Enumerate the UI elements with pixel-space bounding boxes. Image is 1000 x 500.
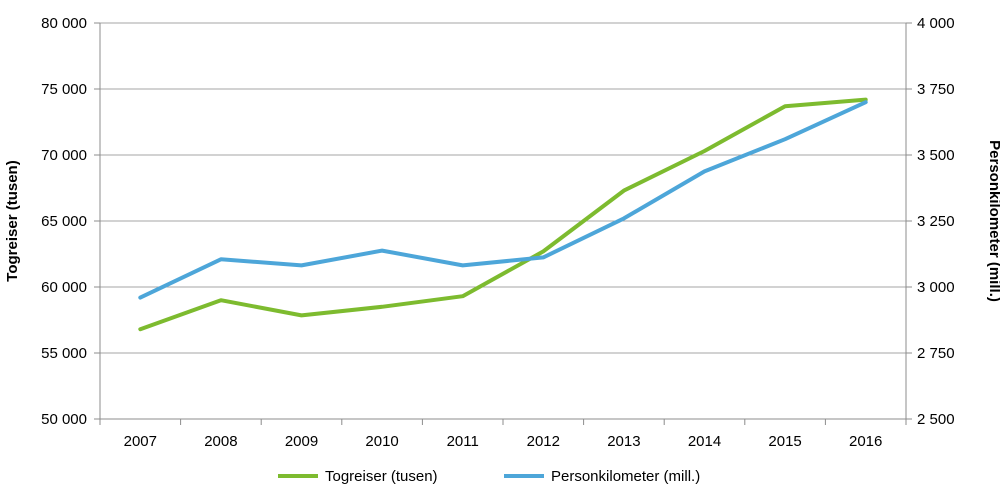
x-tick-label: 2008 — [204, 433, 237, 450]
series-lines — [138, 97, 868, 332]
left-tick-label: 50 000 — [41, 411, 87, 428]
left-tick-label: 55 000 — [41, 345, 87, 362]
right-tick-label: 3 500 — [917, 147, 955, 164]
left-tick-label: 80 000 — [41, 15, 87, 32]
left-tick-label: 65 000 — [41, 213, 87, 230]
x-tick-label: 2012 — [527, 433, 560, 450]
legend-item: Personkilometer (mill.) — [504, 468, 700, 485]
left-tick-label: 70 000 — [41, 147, 87, 164]
left-tick-label: 75 000 — [41, 81, 87, 98]
x-tick-label: 2013 — [607, 433, 640, 450]
x-tick-label: 2011 — [447, 433, 479, 450]
right-tick-label: 3 750 — [917, 81, 955, 98]
left-tick-label: 60 000 — [41, 279, 87, 296]
right-axis-title: Personkilometer (mill.) — [986, 140, 1000, 302]
x-tick-label: 2007 — [124, 433, 157, 450]
legend: Togreiser (tusen) Personkilometer (mill.) — [278, 468, 700, 485]
x-tick-label: 2014 — [688, 433, 721, 450]
gridlines — [100, 22, 906, 420]
legend-item: Togreiser (tusen) — [278, 468, 438, 485]
right-tick-label: 2 750 — [917, 345, 955, 362]
right-tick-label: 2 500 — [917, 411, 955, 428]
left-axis-tick-labels: 50 000 55 000 60 000 65 000 70 000 75 000 80 0… — [41, 15, 87, 428]
right-tick-label: 3 000 — [917, 279, 955, 296]
x-tick-label: 2015 — [768, 433, 801, 450]
axes — [94, 22, 912, 425]
right-axis-tick-labels: 2 500 2 750 3 000 3 250 3 500 3 750 4 000 — [917, 15, 955, 428]
series-line-personkilometer — [138, 100, 868, 300]
x-tick-label: 2016 — [849, 433, 882, 450]
x-tick-label: 2010 — [365, 433, 398, 450]
x-tick-label: 2009 — [285, 433, 318, 450]
left-axis-title: Togreiser (tusen) — [4, 160, 21, 281]
right-tick-label: 3 250 — [917, 213, 955, 230]
right-tick-label: 4 000 — [917, 15, 955, 32]
legend-label: Togreiser (tusen) — [325, 468, 438, 485]
legend-label: Personkilometer (mill.) — [551, 468, 700, 485]
series-line-togreiser — [138, 97, 868, 332]
x-axis-tick-labels: 2007 2008 2009 2010 2011 2012 2013 2014 2015 2016 — [124, 433, 883, 450]
